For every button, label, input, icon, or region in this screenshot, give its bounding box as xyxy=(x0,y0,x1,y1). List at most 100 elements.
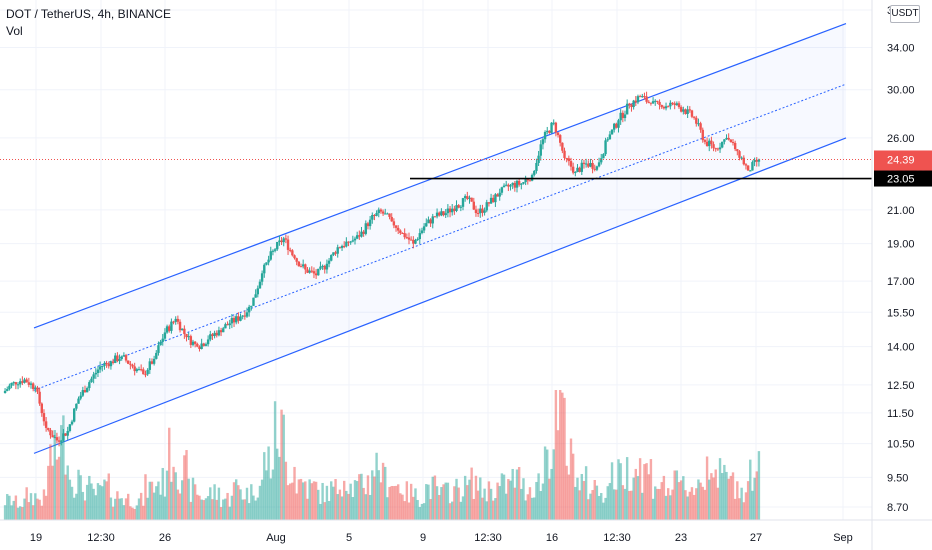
candle-body xyxy=(70,421,74,425)
candle-body xyxy=(675,103,679,106)
volume-bar xyxy=(88,475,91,520)
volume-bar xyxy=(641,492,644,520)
volume-bar xyxy=(727,478,730,520)
candle-body xyxy=(217,330,221,336)
volume-bar xyxy=(314,481,318,520)
candle-body xyxy=(21,381,24,383)
candle-body xyxy=(755,159,758,162)
candle-body xyxy=(561,142,564,151)
y-tick-label: 21.00 xyxy=(887,205,915,217)
candle-body xyxy=(656,100,659,102)
volume-bar xyxy=(610,462,614,520)
volume-bar xyxy=(690,487,694,520)
candle-body xyxy=(563,150,566,158)
x-tick-label: Aug xyxy=(266,532,286,544)
candle-body xyxy=(446,208,450,214)
candle-body xyxy=(181,328,184,331)
volume-bar xyxy=(487,481,491,520)
volume-bar xyxy=(144,474,147,520)
x-tick-label: 12:30 xyxy=(87,532,115,544)
x-tick-label: 5 xyxy=(346,532,352,544)
candle-body xyxy=(219,330,223,333)
candle-body xyxy=(394,225,398,228)
candle-body xyxy=(116,355,119,362)
volume-bar xyxy=(468,479,471,520)
candle-body xyxy=(299,266,303,268)
volume-bar xyxy=(258,485,262,520)
volume-bar xyxy=(340,496,344,520)
candle-body xyxy=(619,112,622,121)
volume-bar xyxy=(211,499,214,520)
candle-body xyxy=(250,305,253,307)
volume-bar xyxy=(677,482,681,520)
candle-body xyxy=(101,365,104,367)
volume-bar xyxy=(297,479,301,520)
candle-body xyxy=(591,162,594,169)
candle-body xyxy=(567,158,571,162)
volume-bar xyxy=(73,497,76,520)
volume-bar xyxy=(496,482,499,520)
volume-bar xyxy=(200,499,203,520)
candle-body xyxy=(507,184,510,187)
volume-bar xyxy=(483,488,486,520)
volume-bar xyxy=(623,488,627,520)
volume-bar xyxy=(742,502,745,520)
volume-bar xyxy=(6,494,9,520)
candle-body xyxy=(161,338,164,342)
candle-body xyxy=(375,213,378,216)
candle-body xyxy=(276,241,279,250)
candle-body xyxy=(124,355,128,361)
volume-bar xyxy=(725,471,728,520)
candle-body xyxy=(416,239,419,241)
y-tick-label: 17.00 xyxy=(887,276,915,288)
volume-bar xyxy=(671,489,674,520)
support-price-value: 23.05 xyxy=(887,174,915,186)
candle-body xyxy=(474,209,478,214)
candle-body xyxy=(191,341,195,345)
channel-lines xyxy=(33,23,847,454)
volume-bar xyxy=(114,498,117,520)
candle-body xyxy=(193,341,197,344)
candle-body xyxy=(479,208,482,214)
candle-body xyxy=(273,249,277,251)
candle-body xyxy=(241,315,244,317)
volume-bar xyxy=(427,484,430,520)
candles xyxy=(3,91,761,447)
candle-body xyxy=(73,408,76,422)
volume-bar xyxy=(710,473,713,520)
volume-bar xyxy=(505,493,508,520)
volume-bar xyxy=(152,492,156,520)
candle-body xyxy=(135,369,139,372)
candle-body xyxy=(649,102,653,104)
volume-bar xyxy=(127,493,130,520)
candle-body xyxy=(537,155,540,163)
volume-bar xyxy=(118,498,121,520)
volume-bar xyxy=(593,480,596,520)
candle-body xyxy=(502,185,506,188)
volume-bar xyxy=(524,500,527,520)
candle-body xyxy=(176,318,180,322)
candle-body xyxy=(83,390,87,393)
volume-bar xyxy=(256,497,259,520)
candle-body xyxy=(3,390,7,394)
candle-body xyxy=(310,270,313,272)
volume-bar xyxy=(554,390,558,520)
volume-bar xyxy=(617,459,620,520)
volume-bar xyxy=(379,482,383,520)
volume-bar xyxy=(589,493,592,520)
candle-body xyxy=(131,364,134,367)
candle-body xyxy=(170,321,173,331)
volume-bar xyxy=(116,491,119,520)
volume-bar xyxy=(744,492,748,520)
candle-body xyxy=(571,166,575,173)
volume-bar xyxy=(708,479,711,520)
candle-body xyxy=(425,223,428,227)
candle-body xyxy=(511,182,514,186)
volume-bar xyxy=(25,487,28,520)
currency-button[interactable]: USDT xyxy=(890,5,920,23)
volume-bar xyxy=(494,498,497,520)
candle-body xyxy=(587,163,590,167)
y-tick-label: 12.50 xyxy=(887,380,915,392)
volume-bar xyxy=(405,481,409,520)
volume-bar xyxy=(364,494,367,520)
